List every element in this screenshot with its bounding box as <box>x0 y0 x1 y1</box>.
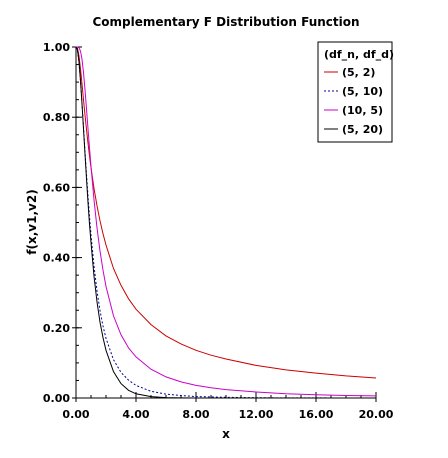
x-tick-label: 20.00 <box>359 408 394 421</box>
y-tick-label: 0.40 <box>43 252 70 265</box>
chart-title: Complementary F Distribution Function <box>92 15 359 29</box>
x-axis-label: x <box>222 427 230 441</box>
series-layer <box>75 46 377 399</box>
y-tick-label: 0.80 <box>43 111 70 124</box>
x-tick-label: 16.00 <box>299 408 334 421</box>
legend-entry-label: (5, 20) <box>342 123 383 136</box>
y-axis-label: f(x,v1,v2) <box>25 189 39 254</box>
legend-box <box>317 41 393 143</box>
y-tick-label: 0.20 <box>43 322 70 335</box>
legend-title: (df_n, df_d) <box>324 48 394 61</box>
x-tick-label: 4.00 <box>122 408 149 421</box>
legend-entry-label: (5, 2) <box>342 66 375 79</box>
legend-entry-label: (5, 10) <box>342 85 383 98</box>
y-tick-label: 0.00 <box>43 392 70 405</box>
x-tick-label: 12.00 <box>239 408 274 421</box>
y-tick-label: 0.60 <box>43 181 70 194</box>
series-line-1 <box>75 46 377 379</box>
x-tick-label: 0.00 <box>62 408 89 421</box>
series-line-3 <box>76 46 377 397</box>
x-tick-label: 8.00 <box>182 408 209 421</box>
legend: (df_n, df_d) (5, 2) (5, 10) (10, 5) (5, 20) <box>317 41 394 143</box>
series-line-4 <box>75 46 376 399</box>
y-tick-label: 1.00 <box>43 41 70 54</box>
legend-entry-label: (10, 5) <box>342 104 383 117</box>
